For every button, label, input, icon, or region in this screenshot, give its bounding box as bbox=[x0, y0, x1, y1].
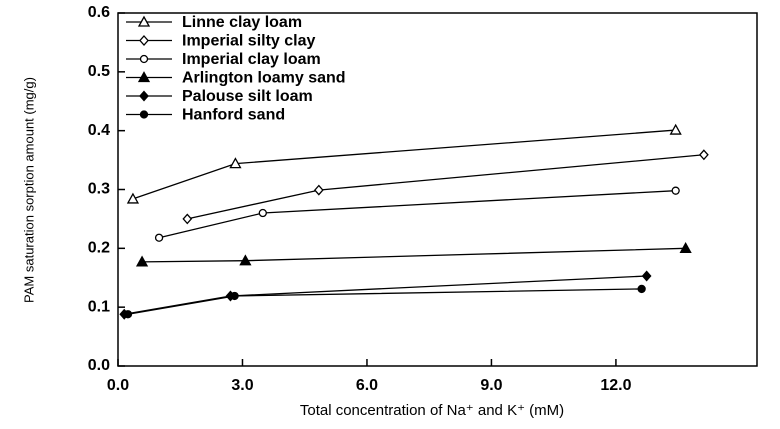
legend-marker bbox=[139, 35, 149, 46]
data-point bbox=[126, 192, 140, 204]
series-line bbox=[158, 190, 676, 239]
legend-label: Imperial clay loam bbox=[182, 51, 321, 68]
series-line bbox=[187, 154, 704, 220]
legend-marker bbox=[137, 71, 151, 83]
y-axis-label: PAM saturation sorption amount (mg/g) bbox=[21, 77, 36, 303]
legend-label: Arlington loamy sand bbox=[182, 70, 346, 87]
series-line bbox=[127, 288, 642, 315]
data-point bbox=[258, 208, 267, 218]
legend-label: Hanford sand bbox=[182, 107, 285, 124]
legend-marker bbox=[137, 15, 151, 27]
x-tick-label: 0.0 bbox=[107, 377, 129, 394]
y-tick-label: 0.1 bbox=[88, 298, 110, 315]
y-tick-label: 0.4 bbox=[88, 122, 110, 139]
data-point bbox=[154, 233, 164, 242]
x-tick-label: 3.0 bbox=[231, 377, 253, 394]
x-tick-label: 12.0 bbox=[600, 377, 631, 394]
legend-label: Palouse silt loam bbox=[182, 88, 313, 105]
x-tick-label: 9.0 bbox=[480, 377, 502, 394]
legend-label: Imperial silty clay bbox=[182, 33, 316, 50]
data-point bbox=[679, 241, 692, 253]
legend-marker bbox=[139, 54, 149, 64]
legend-marker bbox=[139, 90, 149, 102]
y-tick-label: 0.6 bbox=[88, 4, 110, 21]
data-point bbox=[135, 255, 149, 267]
x-axis-label: Total concentration of Na⁺ and K⁺ (mM) bbox=[300, 402, 564, 419]
data-point bbox=[669, 123, 682, 135]
series-line bbox=[142, 247, 686, 263]
data-point bbox=[671, 186, 680, 195]
legend-label: Linne clay loam bbox=[182, 14, 302, 31]
y-tick-label: 0.2 bbox=[88, 240, 110, 257]
legend-marker bbox=[139, 110, 149, 119]
y-tick-label: 0.5 bbox=[88, 63, 110, 80]
data-point bbox=[637, 284, 646, 294]
data-point bbox=[239, 254, 252, 266]
data-point bbox=[230, 291, 239, 301]
series-line bbox=[124, 275, 647, 315]
data-point bbox=[699, 149, 709, 161]
data-point bbox=[182, 213, 193, 225]
data-point bbox=[229, 157, 242, 169]
x-tick-label: 6.0 bbox=[356, 377, 378, 394]
data-point bbox=[313, 184, 324, 196]
data-point bbox=[123, 310, 133, 319]
y-tick-label: 0.3 bbox=[88, 181, 110, 198]
data-point bbox=[641, 270, 652, 282]
y-tick-label: 0.0 bbox=[88, 357, 110, 374]
